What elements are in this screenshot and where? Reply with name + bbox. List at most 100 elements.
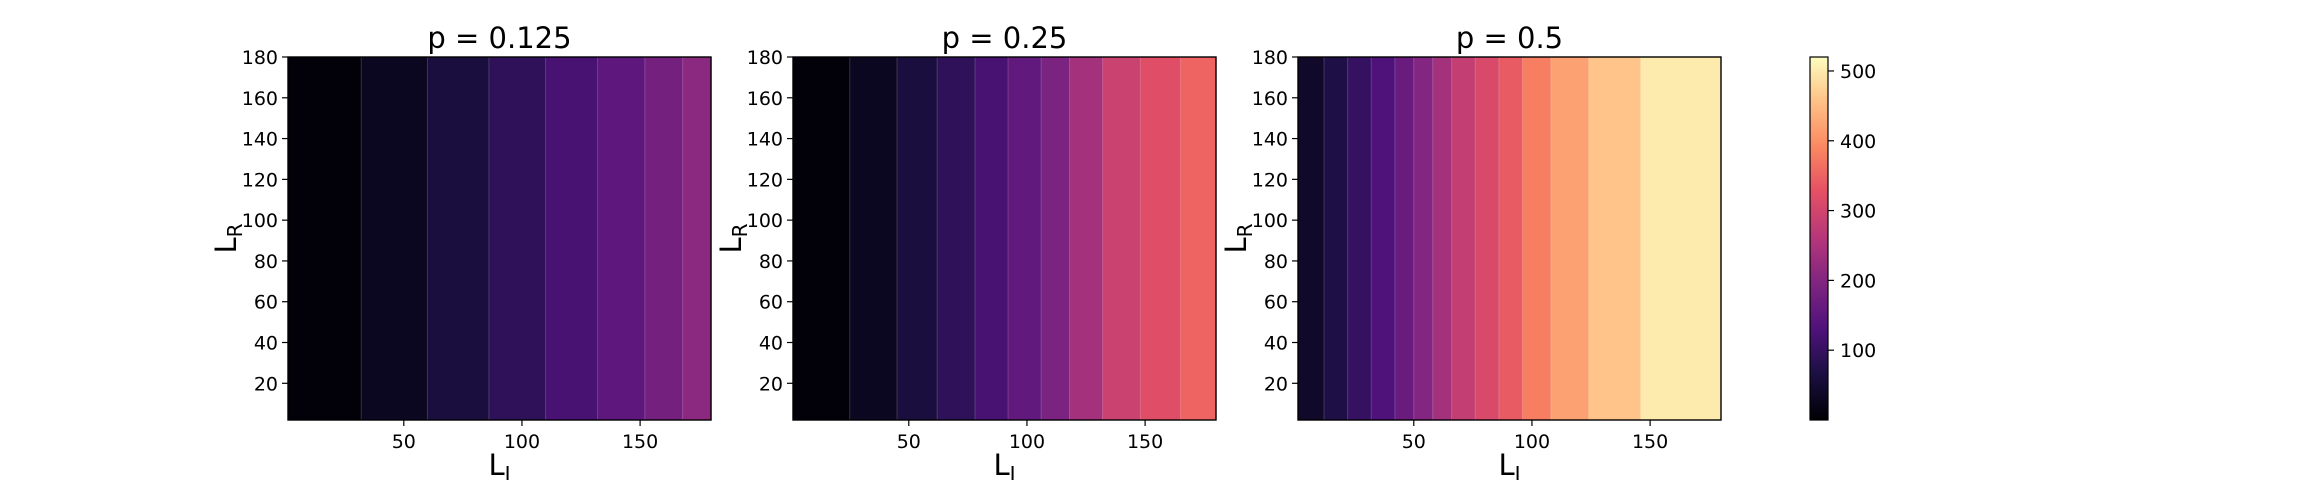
panel-1-xlabel: LI (993, 448, 1015, 480)
panel-1-xtick-label-2: 150 (1127, 431, 1163, 453)
panel-0-band-3 (488, 57, 547, 420)
panel-1-ytick-label-5: 120 (747, 169, 783, 191)
colorbar: 100 200 300 400 500 (1809, 56, 1876, 421)
panel-2-band-5 (1413, 57, 1434, 420)
panel-2-band-7 (1451, 57, 1476, 420)
panel-0-ytick-label-7: 160 (242, 88, 278, 110)
panel-0-ylabel-sub: R (223, 223, 247, 237)
panel-1-ytick-label-4: 100 (747, 210, 783, 232)
panel-1-ytick-label-2: 60 (759, 292, 783, 314)
panel-0-ytick-label-0: 20 (254, 373, 278, 395)
panel-1: p = 0.25 50 100 150 20 40 60 80 100 120 140 160 18… (714, 21, 1217, 480)
panel-2-plot-area (1298, 57, 1722, 420)
panel-0-plot-area (288, 57, 712, 420)
panel-2-ylabel-sub: R (1233, 223, 1257, 237)
panel-2-ylabel-main: L (1219, 237, 1253, 253)
colorbar-ticks: 100 200 300 400 500 (1828, 61, 1876, 362)
panel-2-band-10 (1522, 57, 1552, 420)
panel-2-band-11 (1550, 57, 1590, 420)
panel-0-xtick-label-2: 150 (622, 431, 658, 453)
panel-1-ylabel-sub: R (728, 223, 752, 237)
panel-1-band-3 (937, 57, 976, 420)
panel-0-ylabel-main: L (209, 237, 243, 253)
panel-0-band-6 (644, 57, 684, 420)
panel-2-band-2 (1347, 57, 1372, 420)
panel-1-band-5 (1008, 57, 1042, 420)
panel-2-frame (1297, 56, 1722, 421)
panel-1-plot-area (793, 57, 1217, 420)
panel-2-ytick-label-3: 80 (1264, 251, 1288, 273)
panel-1-ytick-label-3: 80 (759, 251, 783, 273)
panel-2-xtick-label-1: 100 (1514, 431, 1550, 453)
panel-2-xlabel: LI (1498, 448, 1520, 480)
panel-2-ytick-label-1: 40 (1264, 333, 1288, 355)
colorbar-tick-label-4: 500 (1840, 61, 1876, 83)
panel-1-band-6 (1041, 57, 1071, 420)
panel-0-ytick-label-8: 180 (242, 47, 278, 69)
panel-1-xlabel-main: L (993, 448, 1009, 480)
panel-0-ytick-label-3: 80 (254, 251, 278, 273)
panel-2-xlabel-sub: I (1515, 462, 1521, 480)
panel-1-frame (792, 56, 1217, 421)
panel-1-band-2 (896, 57, 938, 420)
panel-2-band-12 (1588, 57, 1642, 420)
panel-0-title: p = 0.125 (427, 21, 571, 55)
panel-1-band-0 (793, 57, 851, 420)
panel-1-ytick-label-6: 140 (747, 129, 783, 151)
panel-0-yticks: 20 40 60 80 100 120 140 160 180 (242, 47, 288, 395)
panel-2-band-3 (1371, 57, 1396, 420)
panel-0-ytick-label-4: 100 (242, 210, 278, 232)
panel-1-ylabel-main: L (714, 237, 748, 253)
panel-0-xlabel-main: L (488, 448, 504, 480)
panel-2-xlabel-main: L (1498, 448, 1514, 480)
panel-1-yticks: 20 40 60 80 100 120 140 160 180 (747, 47, 793, 395)
panel-2-ytick-label-0: 20 (1264, 373, 1288, 395)
panel-1-ylabel: LR (714, 223, 752, 253)
panel-2-band-4 (1394, 57, 1415, 420)
panel-1-xtick-label-0: 50 (897, 431, 921, 453)
panel-0-band-7 (682, 57, 712, 420)
panel-0-band-0 (288, 57, 362, 420)
colorbar-tick-label-0: 100 (1840, 340, 1876, 362)
panel-0-xlabel-sub: I (505, 462, 511, 480)
panel-1-band-10 (1180, 57, 1217, 420)
panel-1-ytick-label-7: 160 (747, 88, 783, 110)
panel-1-xtick-label-1: 100 (1009, 431, 1045, 453)
panel-1-ytick-label-0: 20 (759, 373, 783, 395)
panel-2-band-1 (1323, 57, 1349, 420)
panel-1-band-9 (1140, 57, 1182, 420)
panel-1-band-7 (1069, 57, 1104, 420)
panel-0-band-2 (427, 57, 490, 420)
panel-0-ytick-label-1: 40 (254, 333, 278, 355)
panel-1-band-4 (974, 57, 1009, 420)
panel-2-band-8 (1475, 57, 1500, 420)
colorbar-tick-label-2: 300 (1840, 201, 1876, 223)
panel-1-xticks: 50 100 150 (897, 420, 1163, 453)
panel-0-frame (287, 56, 712, 421)
panel-2-xtick-label-2: 150 (1632, 431, 1668, 453)
panel-0-band-1 (361, 57, 429, 420)
panel-0-ylabel: LR (209, 223, 247, 253)
panel-2-band-13 (1640, 57, 1722, 420)
panel-2: p = 0.5 50 100 150 20 40 60 80 100 120 140 160 180… (1219, 21, 1722, 480)
panel-2-ylabel: LR (1219, 223, 1257, 253)
panel-1-title: p = 0.25 (942, 21, 1068, 55)
panel-0-xticks: 50 100 150 (392, 420, 658, 453)
panel-0-band-5 (597, 57, 646, 420)
panel-1-band-8 (1102, 57, 1141, 420)
panel-1-band-1 (849, 57, 898, 420)
panel-0-ytick-label-2: 60 (254, 292, 278, 314)
panel-2-ytick-label-7: 160 (1252, 88, 1288, 110)
panel-0-band-4 (545, 57, 599, 420)
panel-2-ytick-label-4: 100 (1252, 210, 1288, 232)
panel-0-xtick-label-1: 100 (504, 431, 540, 453)
panel-0-xtick-label-0: 50 (392, 431, 416, 453)
panel-2-ytick-label-6: 140 (1252, 129, 1288, 151)
panel-2-title: p = 0.5 (1456, 21, 1563, 55)
panel-1-ytick-label-8: 180 (747, 47, 783, 69)
panel-0-ytick-label-6: 140 (242, 129, 278, 151)
panel-2-yticks: 20 40 60 80 100 120 140 160 180 (1252, 47, 1298, 395)
colorbar-tick-label-3: 400 (1840, 131, 1876, 153)
